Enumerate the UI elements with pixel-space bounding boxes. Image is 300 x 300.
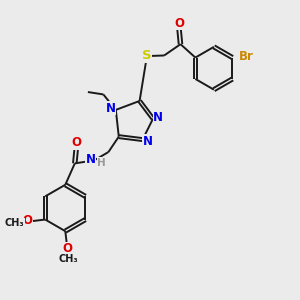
- Text: N: N: [143, 135, 153, 148]
- Text: Br: Br: [239, 50, 254, 64]
- Text: N: N: [106, 102, 116, 115]
- Text: O: O: [22, 214, 32, 227]
- Text: O: O: [62, 242, 72, 256]
- Text: N: N: [85, 153, 96, 166]
- Text: S: S: [142, 49, 151, 62]
- Text: H: H: [97, 158, 106, 168]
- Text: CH₃: CH₃: [58, 254, 78, 264]
- Text: O: O: [174, 17, 184, 30]
- Text: CH₃: CH₃: [4, 218, 24, 228]
- Text: N: N: [153, 111, 163, 124]
- Text: O: O: [71, 136, 81, 149]
